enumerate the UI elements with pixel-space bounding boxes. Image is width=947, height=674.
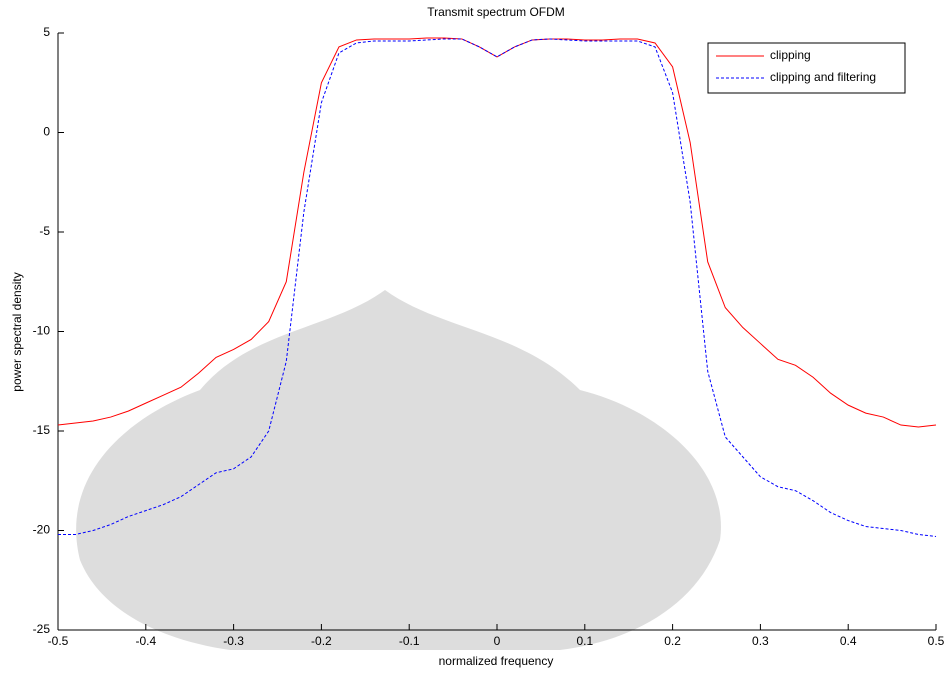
y-tick-label: -20 [33, 523, 51, 537]
x-tick-label: 0.2 [664, 634, 681, 648]
x-tick-label: 0 [494, 634, 501, 648]
y-tick-label: -5 [39, 224, 50, 238]
watermark [76, 290, 721, 650]
legend-label: clipping [770, 48, 811, 62]
y-tick-label: 0 [43, 125, 50, 139]
y-tick-label: 5 [43, 25, 50, 39]
legend-box [707, 42, 906, 94]
x-tick-label: 0.1 [576, 634, 593, 648]
legend-label: clipping and filtering [770, 70, 876, 84]
legend: clipping clipping and filtering [707, 42, 906, 94]
x-tick-label: -0.2 [311, 634, 332, 648]
x-tick-label: 0.3 [752, 634, 769, 648]
series-line [57, 37, 937, 428]
y-tick-label: -15 [33, 423, 51, 437]
x-tick-label: 0.5 [928, 634, 945, 648]
x-tick-label: -0.4 [135, 634, 156, 648]
x-tick-label: -0.3 [223, 634, 244, 648]
y-tick-label: -25 [33, 622, 51, 636]
x-axis-label: normalized frequency [439, 654, 554, 668]
x-tick-label: 0.4 [840, 634, 857, 648]
y-axis-label: power spectral density [10, 272, 24, 391]
x-tick-label: -0.1 [399, 634, 420, 648]
chart-title: Transmit spectrum OFDM [427, 5, 565, 19]
x-tick-label: -0.5 [48, 634, 69, 648]
y-tick-label: -10 [33, 324, 51, 338]
